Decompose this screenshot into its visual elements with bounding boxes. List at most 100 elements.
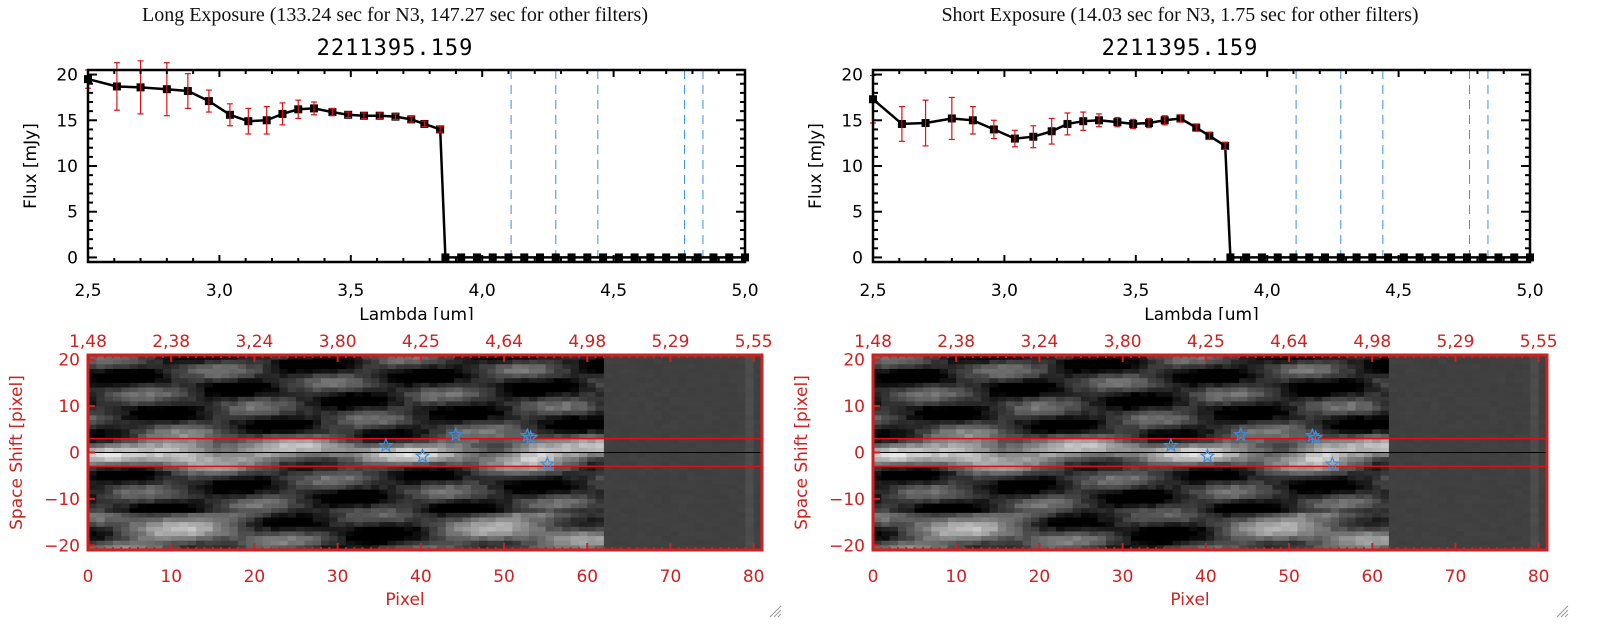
y-tick-label: 0 <box>69 444 80 464</box>
y-tick-label: 5 <box>852 203 863 223</box>
x-tick-label: 4,5 <box>600 281 627 301</box>
y-tick-label: 0 <box>852 248 863 268</box>
data-point <box>457 253 466 262</box>
top-tick-label: 2,38 <box>937 332 975 352</box>
y-axis-label: Flux [mJy] <box>21 123 41 209</box>
data-point <box>1273 253 1282 262</box>
data-point <box>630 253 639 262</box>
error-bar <box>376 112 383 120</box>
data-point <box>1289 253 1298 262</box>
top-tick-label: 4,25 <box>1187 332 1225 352</box>
star-marker <box>414 448 431 463</box>
data-point <box>441 253 450 262</box>
x-tick-label: 10 <box>160 567 182 587</box>
spatial-image-short: 0 10 20 30 40 50 60 70 80 1,48 2,38 3,24 3,80 4,25 4,6… <box>792 332 1558 610</box>
error-bar <box>1206 131 1213 141</box>
error-bar <box>329 107 336 117</box>
x-tick-label: 80 <box>1528 567 1550 587</box>
data-point <box>693 253 702 262</box>
top-tick-label: 4,64 <box>1270 332 1308 352</box>
data-point <box>1478 253 1487 262</box>
data-point <box>551 253 560 262</box>
y-tick-label: 20 <box>841 66 863 86</box>
plot-frame <box>86 68 747 264</box>
error-bar <box>1080 111 1087 131</box>
resize-grip-icon[interactable] <box>1555 604 1569 618</box>
y-tick-label: −20 <box>44 536 80 556</box>
star-marker <box>1324 455 1341 471</box>
error-bar <box>408 116 415 123</box>
x-tick-label: 4,0 <box>1254 281 1281 301</box>
error-bar <box>392 113 399 120</box>
x-axis-label: Lambda [um] <box>1144 305 1258 320</box>
data-point <box>614 253 623 262</box>
y-tick-label: 5 <box>67 203 78 223</box>
flux-line <box>872 98 1530 259</box>
y-axis-label: Space Shift [pixel] <box>7 375 27 530</box>
x-tick-label: 5,0 <box>1516 281 1543 301</box>
data-point <box>1447 253 1456 262</box>
top-tick-label: 2,38 <box>152 332 190 352</box>
data-point <box>646 253 655 262</box>
star-marker <box>1199 448 1216 463</box>
data-point <box>488 253 497 262</box>
error-bar <box>311 101 318 116</box>
error-bar <box>990 119 997 140</box>
x-tick-label: 30 <box>1112 567 1134 587</box>
y-tick-label: −10 <box>44 490 80 510</box>
x-tick-label: 0 <box>83 567 94 587</box>
x-tick-label: 60 <box>576 567 598 587</box>
top-tick-label: 5,29 <box>1437 332 1475 352</box>
spatial-image-long: 0 10 20 30 40 50 60 70 80 1,48 2,38 3,24 3,80 4,25 4,6… <box>7 332 773 610</box>
x-tick-label: 4,5 <box>1385 281 1412 301</box>
x-tick-label: 20 <box>244 567 266 587</box>
data-point <box>1510 253 1519 262</box>
y-tick-label: 20 <box>56 66 78 86</box>
resize-grip-icon[interactable] <box>768 604 782 618</box>
y-tick-label: 15 <box>56 111 78 131</box>
top-tick-label: 4,98 <box>1353 332 1391 352</box>
top-tick-label: 3,80 <box>1104 332 1142 352</box>
error-bar <box>245 107 252 135</box>
data-point <box>504 253 513 262</box>
error-bar <box>1114 116 1121 128</box>
data-point <box>1431 253 1440 262</box>
error-bar <box>1048 117 1055 145</box>
image-pixels <box>873 355 1548 551</box>
error-bar <box>1030 125 1037 149</box>
data-point <box>662 253 671 262</box>
x-axis-label: Pixel <box>1170 590 1209 610</box>
data-point <box>1226 253 1235 262</box>
data-point <box>536 253 545 262</box>
top-tick-label: 1,48 <box>69 332 107 352</box>
spectrum-chart-long: 2,5 3,0 3,5 4,0 4,5 5,0 0 5 10 15 20 Lambda [um] Flu… <box>21 60 759 320</box>
data-point <box>709 253 718 262</box>
top-tick-label: 4,98 <box>568 332 606 352</box>
x-tick-label: 3,0 <box>991 281 1018 301</box>
error-bar <box>1064 112 1071 136</box>
long-exposure-panel: Long Exposure (133.24 sec for N3, 147.27… <box>0 0 790 630</box>
x-tick-label: 0 <box>868 567 879 587</box>
error-bar <box>1130 118 1137 130</box>
y-tick-label: −10 <box>829 490 865 510</box>
x-tick-label: 3,5 <box>337 281 364 301</box>
star-marker <box>378 437 394 453</box>
star-marker <box>522 429 539 445</box>
data-point <box>599 253 608 262</box>
x-tick-label: 40 <box>410 567 432 587</box>
x-tick-label: 70 <box>1445 567 1467 587</box>
x-tick-label: 3,5 <box>1122 281 1149 301</box>
x-axis-label: Pixel <box>385 590 424 610</box>
star-marker <box>1163 437 1179 453</box>
top-tick-label: 5,55 <box>1520 332 1558 352</box>
star-marker <box>539 455 556 471</box>
x-tick-label: 4,0 <box>469 281 496 301</box>
error-bar <box>1177 114 1184 123</box>
data-point <box>1415 253 1424 262</box>
x-tick-label: 50 <box>1278 567 1300 587</box>
top-tick-label: 3,80 <box>319 332 357 352</box>
error-bar <box>1193 123 1200 132</box>
y-axis-label: Space Shift [pixel] <box>792 375 812 530</box>
error-bar <box>1145 117 1152 129</box>
top-tick-label: 4,64 <box>485 332 523 352</box>
